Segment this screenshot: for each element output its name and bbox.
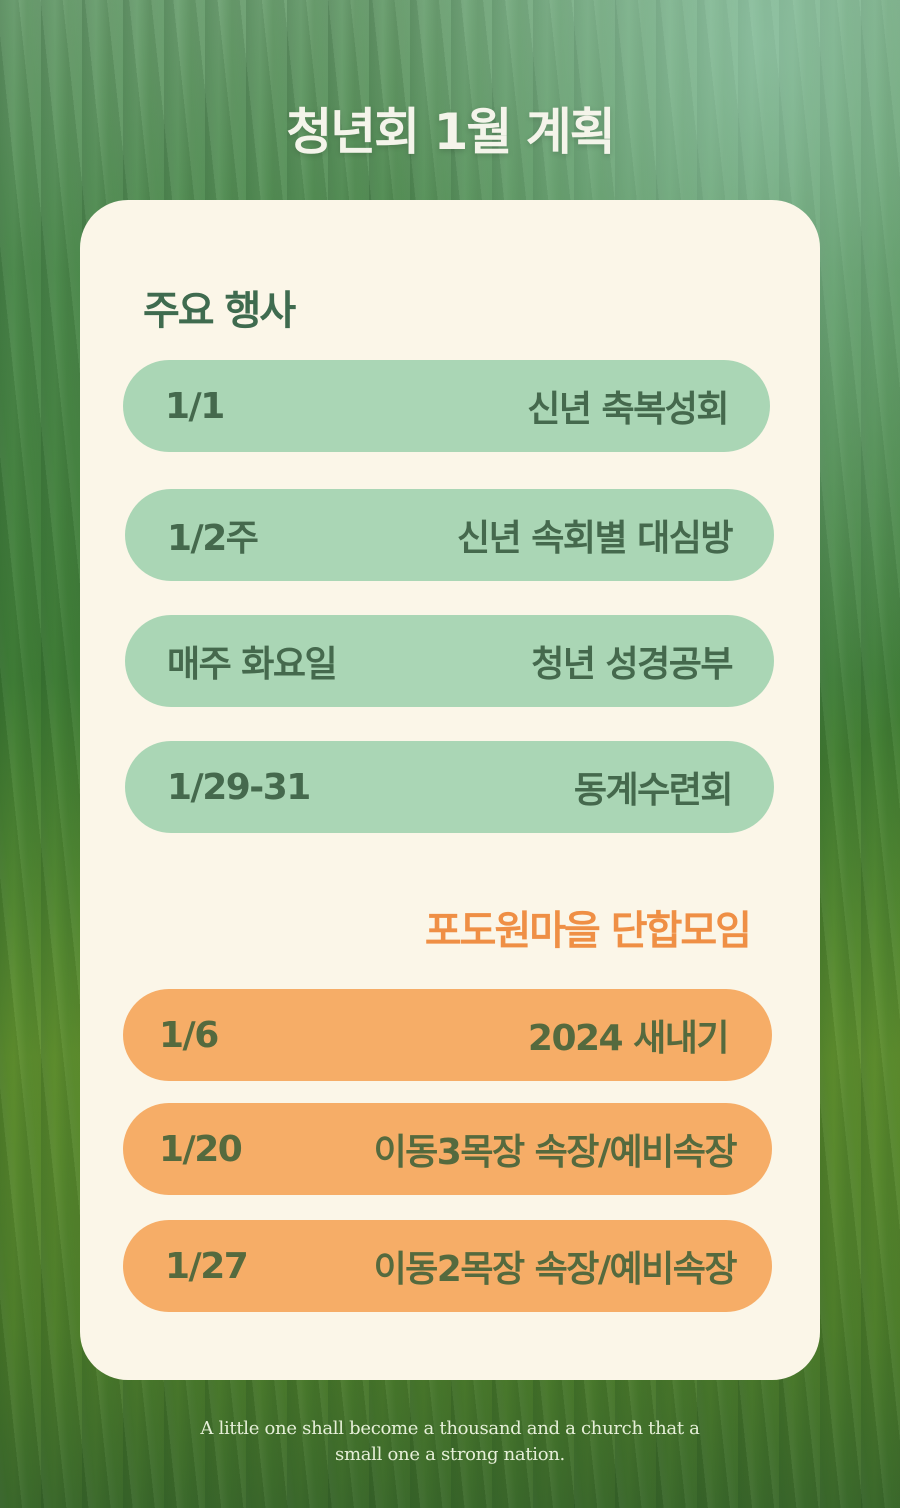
main-event-row: 1/1 신년 축복성회 [123, 360, 770, 452]
footer-line: A little one shall become a thousand and… [200, 1418, 700, 1439]
event-name: 이동3목장 속장/예비속장 [373, 1132, 738, 1173]
grape-village-heading: 포도원마을 단합모임 [424, 908, 752, 954]
event-name: 신년 축복성회 [527, 389, 729, 430]
event-name: 동계수련회 [573, 770, 734, 811]
grape-event-row: 1/6 2024 새내기 [123, 989, 772, 1081]
grape-event-row: 1/20 이동3목장 속장/예비속장 [123, 1103, 772, 1195]
grape-event-row: 1/27 이동2목장 속장/예비속장 [123, 1220, 772, 1312]
event-date: 1/6 [159, 1014, 219, 1056]
main-event-row: 매주 화요일 청년 성경공부 [125, 615, 774, 707]
event-date: 1/29-31 [167, 766, 311, 808]
event-date: 1/27 [165, 1245, 249, 1287]
schedule-card: 주요 행사 1/1 신년 축복성회 1/2주 신년 속회별 대심방 매주 화요일… [80, 200, 820, 1380]
event-name: 청년 성경공부 [531, 644, 733, 685]
event-name: 2024 새내기 [527, 1018, 730, 1059]
event-date: 1/20 [159, 1128, 243, 1170]
event-name: 신년 속회별 대심방 [456, 518, 734, 559]
event-date: 1/2주 [167, 518, 259, 559]
event-name: 이동2목장 속장/예비속장 [373, 1249, 738, 1290]
footer-quote: A little one shall become a thousand and… [170, 1416, 730, 1468]
main-event-row: 1/29-31 동계수련회 [125, 741, 774, 833]
page-title: 청년회 1월 계획 [286, 103, 616, 161]
main-events-heading: 주요 행사 [143, 288, 296, 334]
event-date: 매주 화요일 [167, 644, 338, 685]
event-date: 1/1 [165, 385, 225, 427]
main-event-row: 1/2주 신년 속회별 대심방 [125, 489, 774, 581]
footer-line: small one a strong nation. [335, 1444, 565, 1465]
